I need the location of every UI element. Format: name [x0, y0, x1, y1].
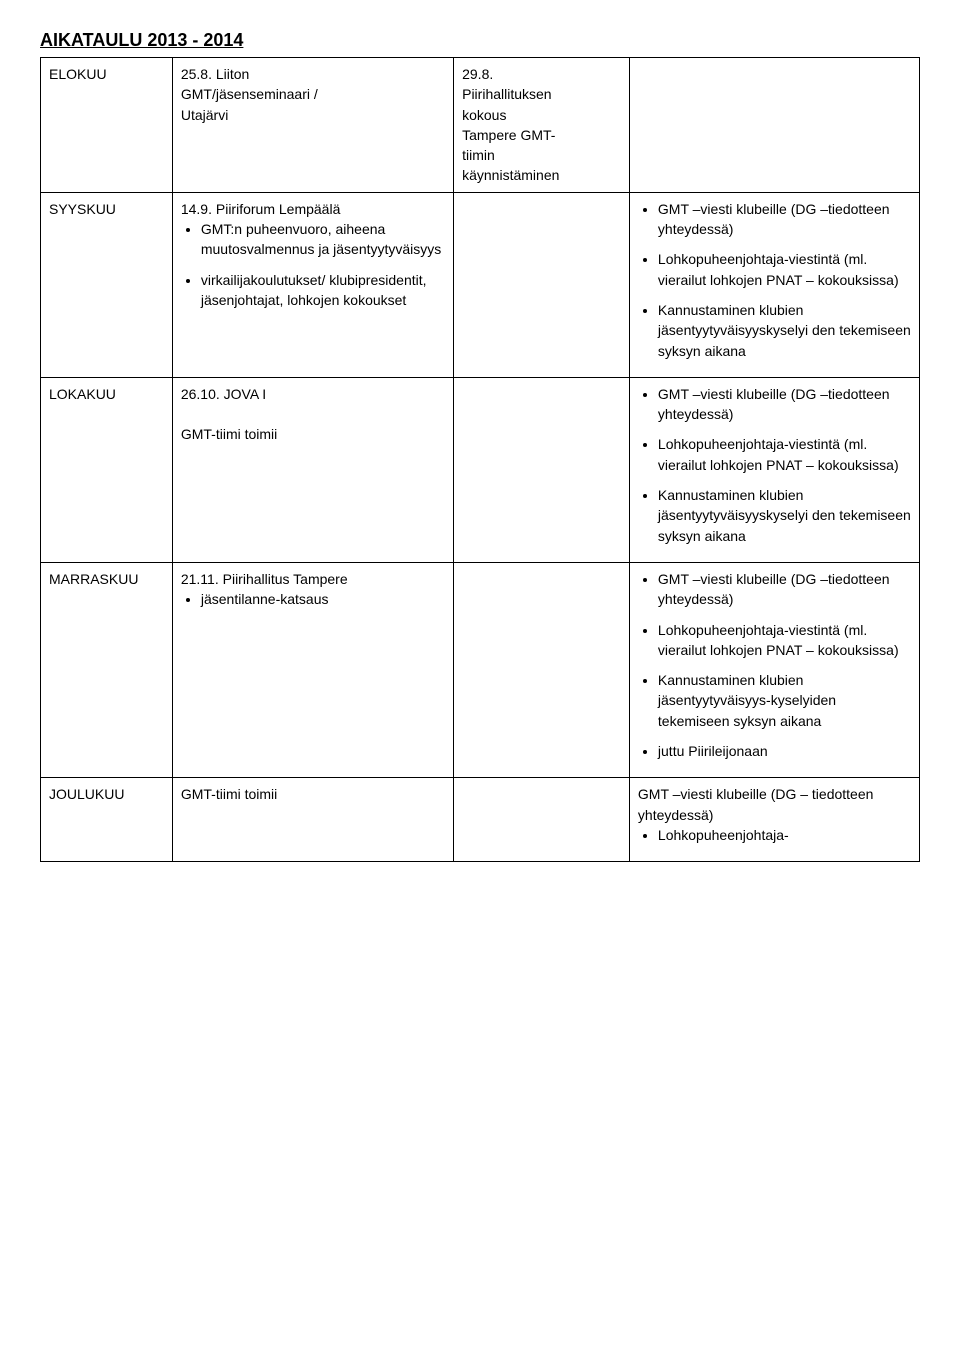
month-cell: LOKAKUU: [41, 377, 173, 562]
list-item: GMT:n puheenvuoro, aiheena muutosvalmenn…: [201, 219, 445, 260]
col3-cell: GMT –viesti klubeille (DG –tiedotteen yh…: [629, 562, 919, 777]
col2-cell: [454, 377, 630, 562]
text-line: 25.8. Liiton: [181, 66, 250, 82]
text-line: GMT/jäsenseminaari /: [181, 86, 318, 102]
col3-cell: GMT –viesti klubeille (DG –tiedotteen yh…: [629, 377, 919, 562]
table-row: LOKAKUU 26.10. JOVA I GMT-tiimi toimii G…: [41, 377, 920, 562]
col1-cell: GMT-tiimi toimii: [172, 778, 453, 862]
text-line: Piirihallituksen: [462, 86, 551, 102]
list-item: GMT –viesti klubeille (DG –tiedotteen yh…: [658, 199, 911, 240]
text-line: GMT –viesti klubeille (DG – tiedotteen y…: [638, 786, 874, 822]
text-line: käynnistäminen: [462, 167, 559, 183]
list-item: Lohkopuheenjohtaja-viestintä (ml. vierai…: [658, 620, 911, 661]
list-item: juttu Piirileijonaan: [658, 741, 911, 761]
col2-cell: [454, 562, 630, 777]
month-cell: MARRASKUU: [41, 562, 173, 777]
list-item: Kannustaminen klubien jäsentyytyväisyysk…: [658, 300, 911, 361]
list-item: Lohkopuheenjohtaja-: [658, 825, 911, 845]
col3-cell: GMT –viesti klubeille (DG – tiedotteen y…: [629, 778, 919, 862]
table-row: JOULUKUU GMT-tiimi toimii GMT –viesti kl…: [41, 778, 920, 862]
col2-cell: [454, 778, 630, 862]
col1-cell: 14.9. Piiriforum Lempäälä GMT:n puheenvu…: [172, 192, 453, 377]
list-item: virkailijakoulutukset/ klubipresidentit,…: [201, 270, 445, 311]
col3-cell: GMT –viesti klubeille (DG –tiedotteen yh…: [629, 192, 919, 377]
col1-cell: 25.8. Liiton GMT/jäsenseminaari / Utajär…: [172, 58, 453, 193]
table-row: ELOKUU 25.8. Liiton GMT/jäsenseminaari /…: [41, 58, 920, 193]
text-line: 21.11. Piirihallitus Tampere: [181, 571, 348, 587]
text-line: 29.8.: [462, 66, 493, 82]
text-line: 14.9. Piiriforum Lempäälä: [181, 201, 341, 217]
col1-cell: 26.10. JOVA I GMT-tiimi toimii: [172, 377, 453, 562]
col2-cell: [454, 192, 630, 377]
month-cell: JOULUKUU: [41, 778, 173, 862]
text-line: Tampere GMT-: [462, 127, 555, 143]
schedule-table: ELOKUU 25.8. Liiton GMT/jäsenseminaari /…: [40, 57, 920, 862]
list-item: Kannustaminen klubien jäsentyytyväisyys-…: [658, 670, 911, 731]
col3-cell: [629, 58, 919, 193]
text-line: tiimin: [462, 147, 495, 163]
text-line: GMT-tiimi toimii: [181, 426, 277, 442]
page-title: AIKATAULU 2013 - 2014: [40, 30, 920, 51]
month-cell: ELOKUU: [41, 58, 173, 193]
month-cell: SYYSKUU: [41, 192, 173, 377]
table-row: MARRASKUU 21.11. Piirihallitus Tampere j…: [41, 562, 920, 777]
list-item: GMT –viesti klubeille (DG –tiedotteen yh…: [658, 569, 911, 610]
text-line: kokous: [462, 107, 506, 123]
text-line: Utajärvi: [181, 107, 228, 123]
col2-cell: 29.8. Piirihallituksen kokous Tampere GM…: [454, 58, 630, 193]
list-item: Kannustaminen klubien jäsentyytyväisyysk…: [658, 485, 911, 546]
col1-cell: 21.11. Piirihallitus Tampere jäsentilann…: [172, 562, 453, 777]
list-item: Lohkopuheenjohtaja-viestintä (ml. vierai…: [658, 249, 911, 290]
list-item: GMT –viesti klubeille (DG –tiedotteen yh…: [658, 384, 911, 425]
table-row: SYYSKUU 14.9. Piiriforum Lempäälä GMT:n …: [41, 192, 920, 377]
list-item: jäsentilanne-katsaus: [201, 589, 445, 609]
text-line: GMT-tiimi toimii: [181, 786, 277, 802]
text-line: 26.10. JOVA I: [181, 386, 266, 402]
list-item: Lohkopuheenjohtaja-viestintä (ml. vierai…: [658, 434, 911, 475]
